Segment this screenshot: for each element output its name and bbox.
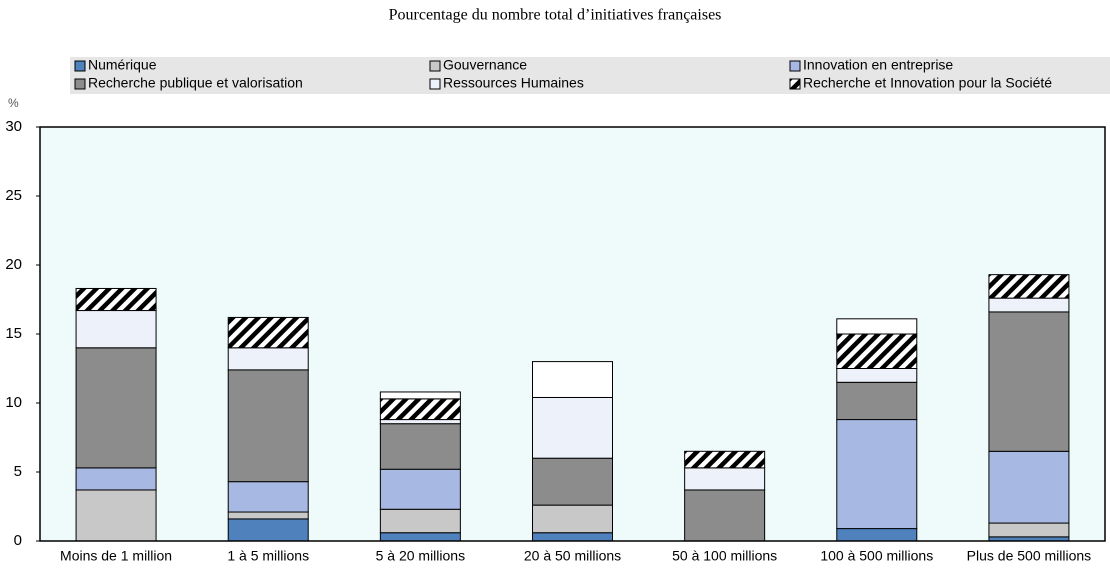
bar-segment (227, 518, 309, 542)
bar-segment (75, 310, 157, 349)
bar-segment (379, 419, 461, 425)
bar-segment (75, 489, 157, 542)
bar-segment (379, 508, 461, 534)
bar-segment (227, 511, 309, 520)
x-tick-label: Moins de 1 million (60, 548, 172, 564)
bar-segment (988, 450, 1070, 524)
bar-segment (532, 457, 613, 506)
legend-label: Numérique (88, 57, 157, 73)
legend-swatch (74, 78, 86, 90)
bar-segment (684, 450, 766, 469)
bar-segment (379, 532, 461, 542)
bar-segment (227, 347, 309, 371)
legend-label: Gouvernance (443, 57, 527, 73)
x-tick-label: 50 à 100 millions (672, 548, 777, 564)
y-tick-label: 0 (14, 532, 22, 549)
bar-segment (75, 287, 157, 312)
legend-swatch (789, 78, 801, 90)
x-tick-label: 1 à 5 millions (227, 548, 309, 564)
y-axis-label: % (8, 96, 19, 110)
y-tick-label: 30 (5, 118, 22, 135)
bar-segment (227, 316, 309, 349)
legend-swatch (74, 60, 86, 72)
y-tick-label: 20 (5, 256, 22, 273)
legend-label: Recherche et Innovation pour la Société (803, 75, 1052, 91)
x-tick-label: 5 à 20 millions (376, 548, 466, 564)
bar-segment (836, 419, 918, 530)
bar-segment (532, 361, 613, 398)
legend-swatch (429, 60, 441, 72)
bar-segment (836, 318, 918, 335)
x-tick-label: Plus de 500 millions (967, 548, 1092, 564)
bar-segment (684, 467, 766, 491)
legend-label: Recherche publique et valorisation (88, 75, 303, 91)
plot-border (39, 126, 1106, 542)
bar-segment (75, 347, 157, 469)
bar-segment (988, 297, 1070, 313)
chart-title: Pourcentage du nombre total d’initiative… (389, 7, 722, 24)
bar-segment (836, 528, 918, 542)
legend-swatch (789, 60, 801, 72)
bar-segment (836, 381, 918, 421)
legend-background (70, 57, 1110, 94)
y-tick-label: 5 (14, 463, 22, 480)
bar-segment (75, 467, 157, 491)
bar-segment (379, 423, 461, 470)
bar-segment (684, 489, 766, 542)
bar-segment (532, 504, 613, 534)
bar-segment (227, 481, 309, 513)
bar-segment (988, 274, 1070, 299)
bar-segment (988, 522, 1070, 538)
bar-segment (379, 468, 461, 510)
bar-segment (532, 532, 613, 542)
legend-label: Ressources Humaines (443, 75, 584, 91)
x-tick-label: 20 à 50 millions (524, 548, 621, 564)
bar-segment (988, 311, 1070, 452)
x-tick-label: 100 à 500 millions (820, 548, 933, 564)
bar-segment (379, 398, 461, 421)
y-tick-label: 25 (5, 187, 22, 204)
bar-segment (836, 333, 918, 369)
bar-segment (836, 368, 918, 383)
legend-swatch (429, 78, 441, 90)
y-tick-label: 10 (5, 394, 22, 411)
bar-segment (532, 396, 613, 459)
bar-segment (227, 369, 309, 483)
y-tick-label: 15 (5, 325, 22, 342)
legend-label: Innovation en entreprise (803, 57, 953, 73)
bar-segment (379, 391, 461, 400)
